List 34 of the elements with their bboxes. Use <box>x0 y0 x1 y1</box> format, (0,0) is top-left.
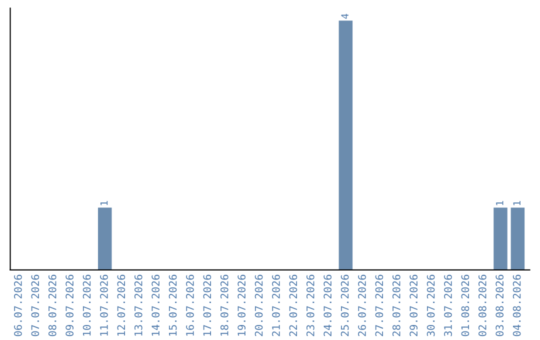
x-tick-label: 10.07.2026 <box>82 274 91 336</box>
data-label: 1 <box>513 201 520 206</box>
data-label: 1 <box>100 201 108 206</box>
x-tick-label: 09.07.2026 <box>66 274 74 336</box>
x-tick-label: 02.08.2026 <box>478 274 486 336</box>
x-tick-label: 29.07.2026 <box>410 274 418 336</box>
x-tick-label: 23.07.2026 <box>306 274 314 336</box>
x-tick-label: 16.07.2026 <box>186 274 194 336</box>
x-tick-label: 28.07.2026 <box>392 274 400 336</box>
data-label: 1 <box>496 201 504 206</box>
x-tick-label: 04.08.2026 <box>512 274 521 336</box>
x-tick-label: 21.07.2026 <box>272 274 280 336</box>
x-tick-label: 11.07.2026 <box>100 274 108 336</box>
x-tick-label: 31.07.2026 <box>444 274 452 336</box>
x-tick-label: 14.07.2026 <box>152 274 160 336</box>
x-tick-label: 18.07.2026 <box>220 274 228 336</box>
x-tick-label: 07.07.2026 <box>31 274 40 336</box>
x-tick-label: 30.07.2026 <box>426 274 435 336</box>
x-tick-label: 06.07.2026 <box>14 274 22 336</box>
x-tick-label: 08.07.2026 <box>48 274 56 336</box>
x-tick-label: 13.07.2026 <box>134 274 142 336</box>
x-tick-label: 24.07.2026 <box>324 274 332 336</box>
x-tick-label: 20.07.2026 <box>254 274 263 336</box>
x-tick-label: 26.07.2026 <box>358 274 366 336</box>
x-tick-label: 15.07.2026 <box>168 274 177 336</box>
x-tick-label: 25.07.2026 <box>340 274 349 336</box>
x-tick-label: 01.08.2026 <box>461 274 470 336</box>
x-tick-label: 03.08.2026 <box>496 274 504 336</box>
x-tick-label: 12.07.2026 <box>117 274 126 336</box>
x-tick-label: 19.07.2026 <box>238 274 246 336</box>
x-tick-label: 22.07.2026 <box>289 274 298 336</box>
data-label: 4 <box>341 14 348 19</box>
x-tick-label: 27.07.2026 <box>375 274 384 336</box>
x-tick-label: 17.07.2026 <box>203 274 212 336</box>
